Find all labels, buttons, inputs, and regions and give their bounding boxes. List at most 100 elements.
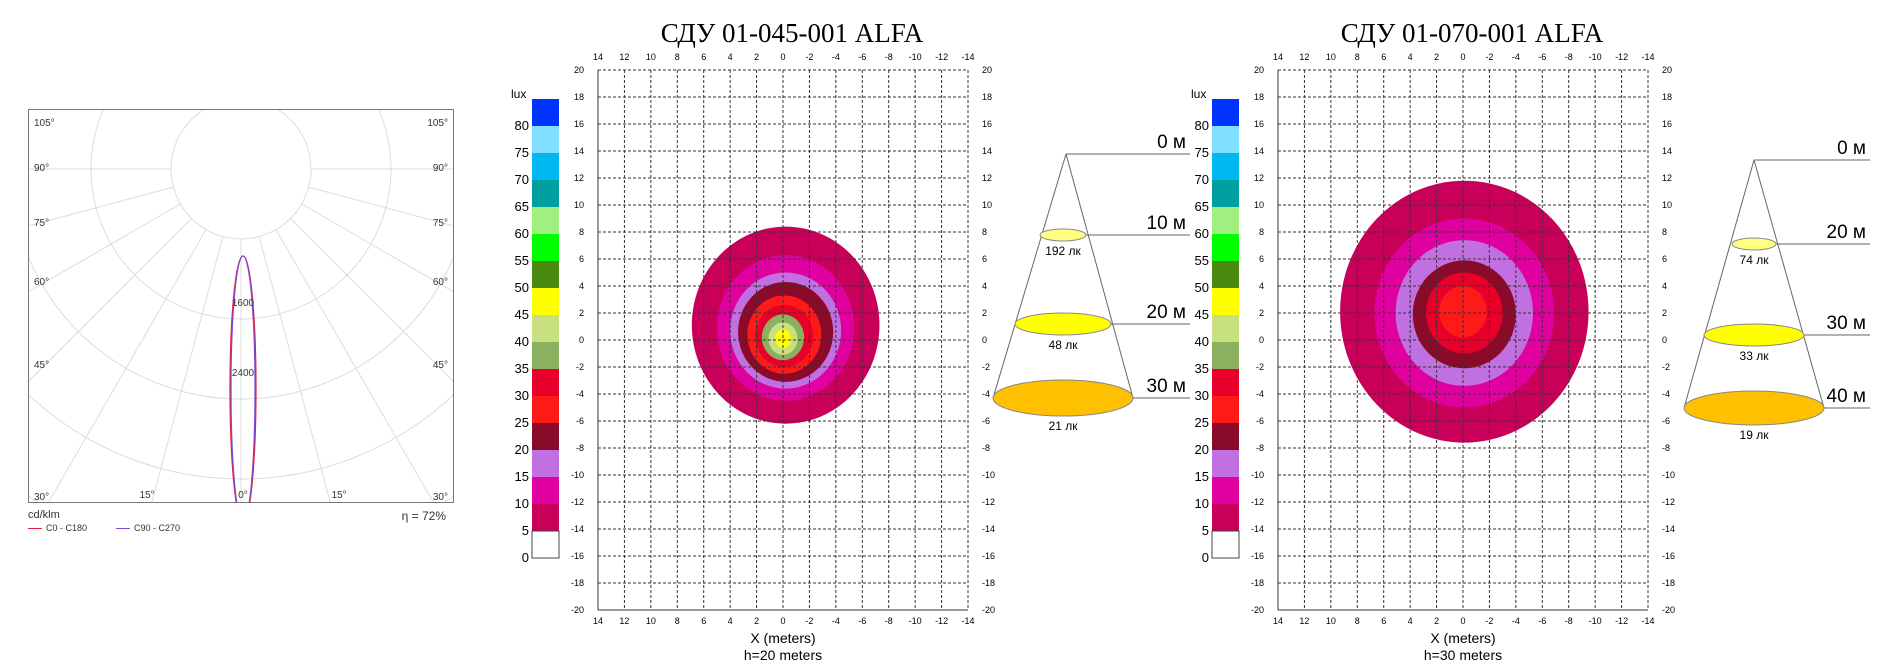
x-axis-label: X (meters)	[1430, 630, 1495, 646]
colorbar-tick-label: 65	[1195, 199, 1209, 214]
colorbar-tick-label: 60	[515, 226, 529, 241]
y-tick-label-right: -20	[1662, 605, 1675, 615]
x-tick-label-bottom: -4	[1512, 616, 1520, 626]
y-tick-label-left: -6	[576, 416, 584, 426]
cone-ellipse	[1731, 237, 1777, 251]
y-tick-label-left: 4	[579, 281, 584, 291]
polar-angle-label-right: 45°	[433, 360, 448, 371]
y-tick-label-left: -16	[1251, 551, 1264, 561]
y-tick-label-left: 2	[1259, 308, 1264, 318]
colorbar-swatch	[1212, 153, 1239, 180]
x-tick-label-top: 14	[1273, 52, 1283, 62]
colorbar-swatch	[532, 99, 559, 126]
x-tick-label-top: 2	[754, 52, 759, 62]
x-tick-label-bottom: 2	[1434, 616, 1439, 626]
y-tick-label-right: 8	[1662, 227, 1667, 237]
y-tick-label-right: -14	[982, 524, 995, 534]
y-tick-label-right: -4	[1662, 389, 1670, 399]
colorbar-swatch	[532, 477, 559, 504]
colorbar-tick-label: 0	[522, 550, 529, 565]
cone-ellipse	[1703, 323, 1805, 347]
colorbar-tick-label: 40	[1195, 334, 1209, 349]
cone-illuminance-label: 21 лк	[1049, 419, 1079, 433]
polar-radial-label: 1600	[232, 298, 255, 309]
colorbar-tick-label: 25	[1195, 415, 1209, 430]
x-tick-label-top: 6	[701, 52, 706, 62]
colorbar-swatch	[1212, 261, 1239, 288]
cone-illuminance-label: 19 лк	[1740, 428, 1770, 442]
y-tick-label-left: 2	[579, 308, 584, 318]
x-tick-label-top: -10	[1589, 52, 1602, 62]
colorbar-tick-label: 0	[1202, 550, 1209, 565]
colorbar-swatch	[1212, 369, 1239, 396]
polar-angle-label-left: 75°	[34, 218, 49, 229]
cone-illuminance-label: 33 лк	[1740, 349, 1770, 363]
y-tick-label-right: -16	[982, 551, 995, 561]
y-tick-label-right: 12	[982, 173, 992, 183]
x-tick-label-bottom: 12	[619, 616, 629, 626]
colorbar-swatch	[1212, 315, 1239, 342]
y-tick-label-right: -6	[982, 416, 990, 426]
y-tick-label-right: 6	[982, 254, 987, 264]
y-tick-label-right: -8	[982, 443, 990, 453]
colorbar-swatch	[532, 423, 559, 450]
colorbar-swatch	[1212, 180, 1239, 207]
polar-units-label: cd/klm	[28, 509, 60, 521]
colorbar-tick-label: 45	[515, 307, 529, 322]
colorbar-tick-label: 80	[515, 118, 529, 133]
y-tick-label-left: -10	[571, 470, 584, 480]
isolux-panel-2: СДУ 01-070-001 ALFAlux051015202530354045…	[1191, 18, 1870, 663]
polar-grid-circle	[170, 110, 312, 240]
chart-title: СДУ 01-045-001 ALFA	[661, 18, 924, 48]
colorbar-swatch	[532, 153, 559, 180]
y-tick-label-right: 0	[982, 335, 987, 345]
cone-distance-label: 20 м	[1147, 302, 1186, 323]
cone-ellipse	[1014, 312, 1112, 336]
colorbar-tick-label: 55	[515, 253, 529, 268]
colorbar-tick-label: 55	[1195, 253, 1209, 268]
colorbar-tick-label: 25	[515, 415, 529, 430]
colorbar-swatch	[1212, 234, 1239, 261]
colorbar-swatch	[531, 530, 560, 559]
x-tick-label-bottom: 8	[1355, 616, 1360, 626]
y-tick-label-left: -12	[571, 497, 584, 507]
colorbar-swatch	[532, 369, 559, 396]
y-tick-label-right: -14	[1662, 524, 1675, 534]
chart-subtitle: h=30 meters	[1424, 647, 1502, 663]
y-tick-label-left: 20	[574, 65, 584, 75]
colorbar-tick-label: 45	[1195, 307, 1209, 322]
y-tick-label-left: -10	[1251, 470, 1264, 480]
y-tick-label-right: -12	[982, 497, 995, 507]
y-tick-label-left: 12	[574, 173, 584, 183]
x-tick-label-top: 2	[1434, 52, 1439, 62]
x-tick-label-bottom: -12	[1615, 616, 1628, 626]
y-tick-label-left: 10	[1254, 200, 1264, 210]
polar-angle-label-bottom: 15°	[139, 490, 154, 501]
x-tick-label-top: 8	[1355, 52, 1360, 62]
cone-ellipse	[1683, 390, 1825, 426]
polar-diagram-panel: 105° 90° 75° 60° 45° 30° 105° 90° 75° 60° 45° 30° 15…	[28, 109, 454, 533]
y-tick-label-left: -12	[1251, 497, 1264, 507]
colorbar-tick-label: 80	[1195, 118, 1209, 133]
y-tick-label-left: 6	[579, 254, 584, 264]
legend-c90-swatch	[116, 528, 130, 530]
x-tick-label-top: -14	[1641, 52, 1654, 62]
y-tick-label-left: 8	[579, 227, 584, 237]
colorbar-tick-label: 20	[515, 442, 529, 457]
x-tick-label-bottom: 12	[1299, 616, 1309, 626]
y-tick-label-left: 0	[1259, 335, 1264, 345]
colorbar-swatch	[1212, 450, 1239, 477]
cone-ellipse	[992, 379, 1134, 417]
y-tick-label-left: -2	[576, 362, 584, 372]
colorbar-swatch	[1212, 342, 1239, 369]
colorbar-tick-label: 75	[1195, 145, 1209, 160]
polar-grid-ray	[308, 186, 453, 227]
y-tick-label-right: 18	[982, 92, 992, 102]
polar-angle-label-left: 45°	[34, 360, 49, 371]
y-tick-label-right: 4	[982, 281, 987, 291]
y-tick-label-right: -2	[1662, 362, 1670, 372]
cone-distance-label: 40 м	[1827, 386, 1866, 407]
chart-subtitle: h=20 meters	[744, 647, 822, 663]
legend-c0: C0 - C180	[28, 523, 87, 533]
legend-c90-label: C90 - C270	[134, 523, 181, 533]
